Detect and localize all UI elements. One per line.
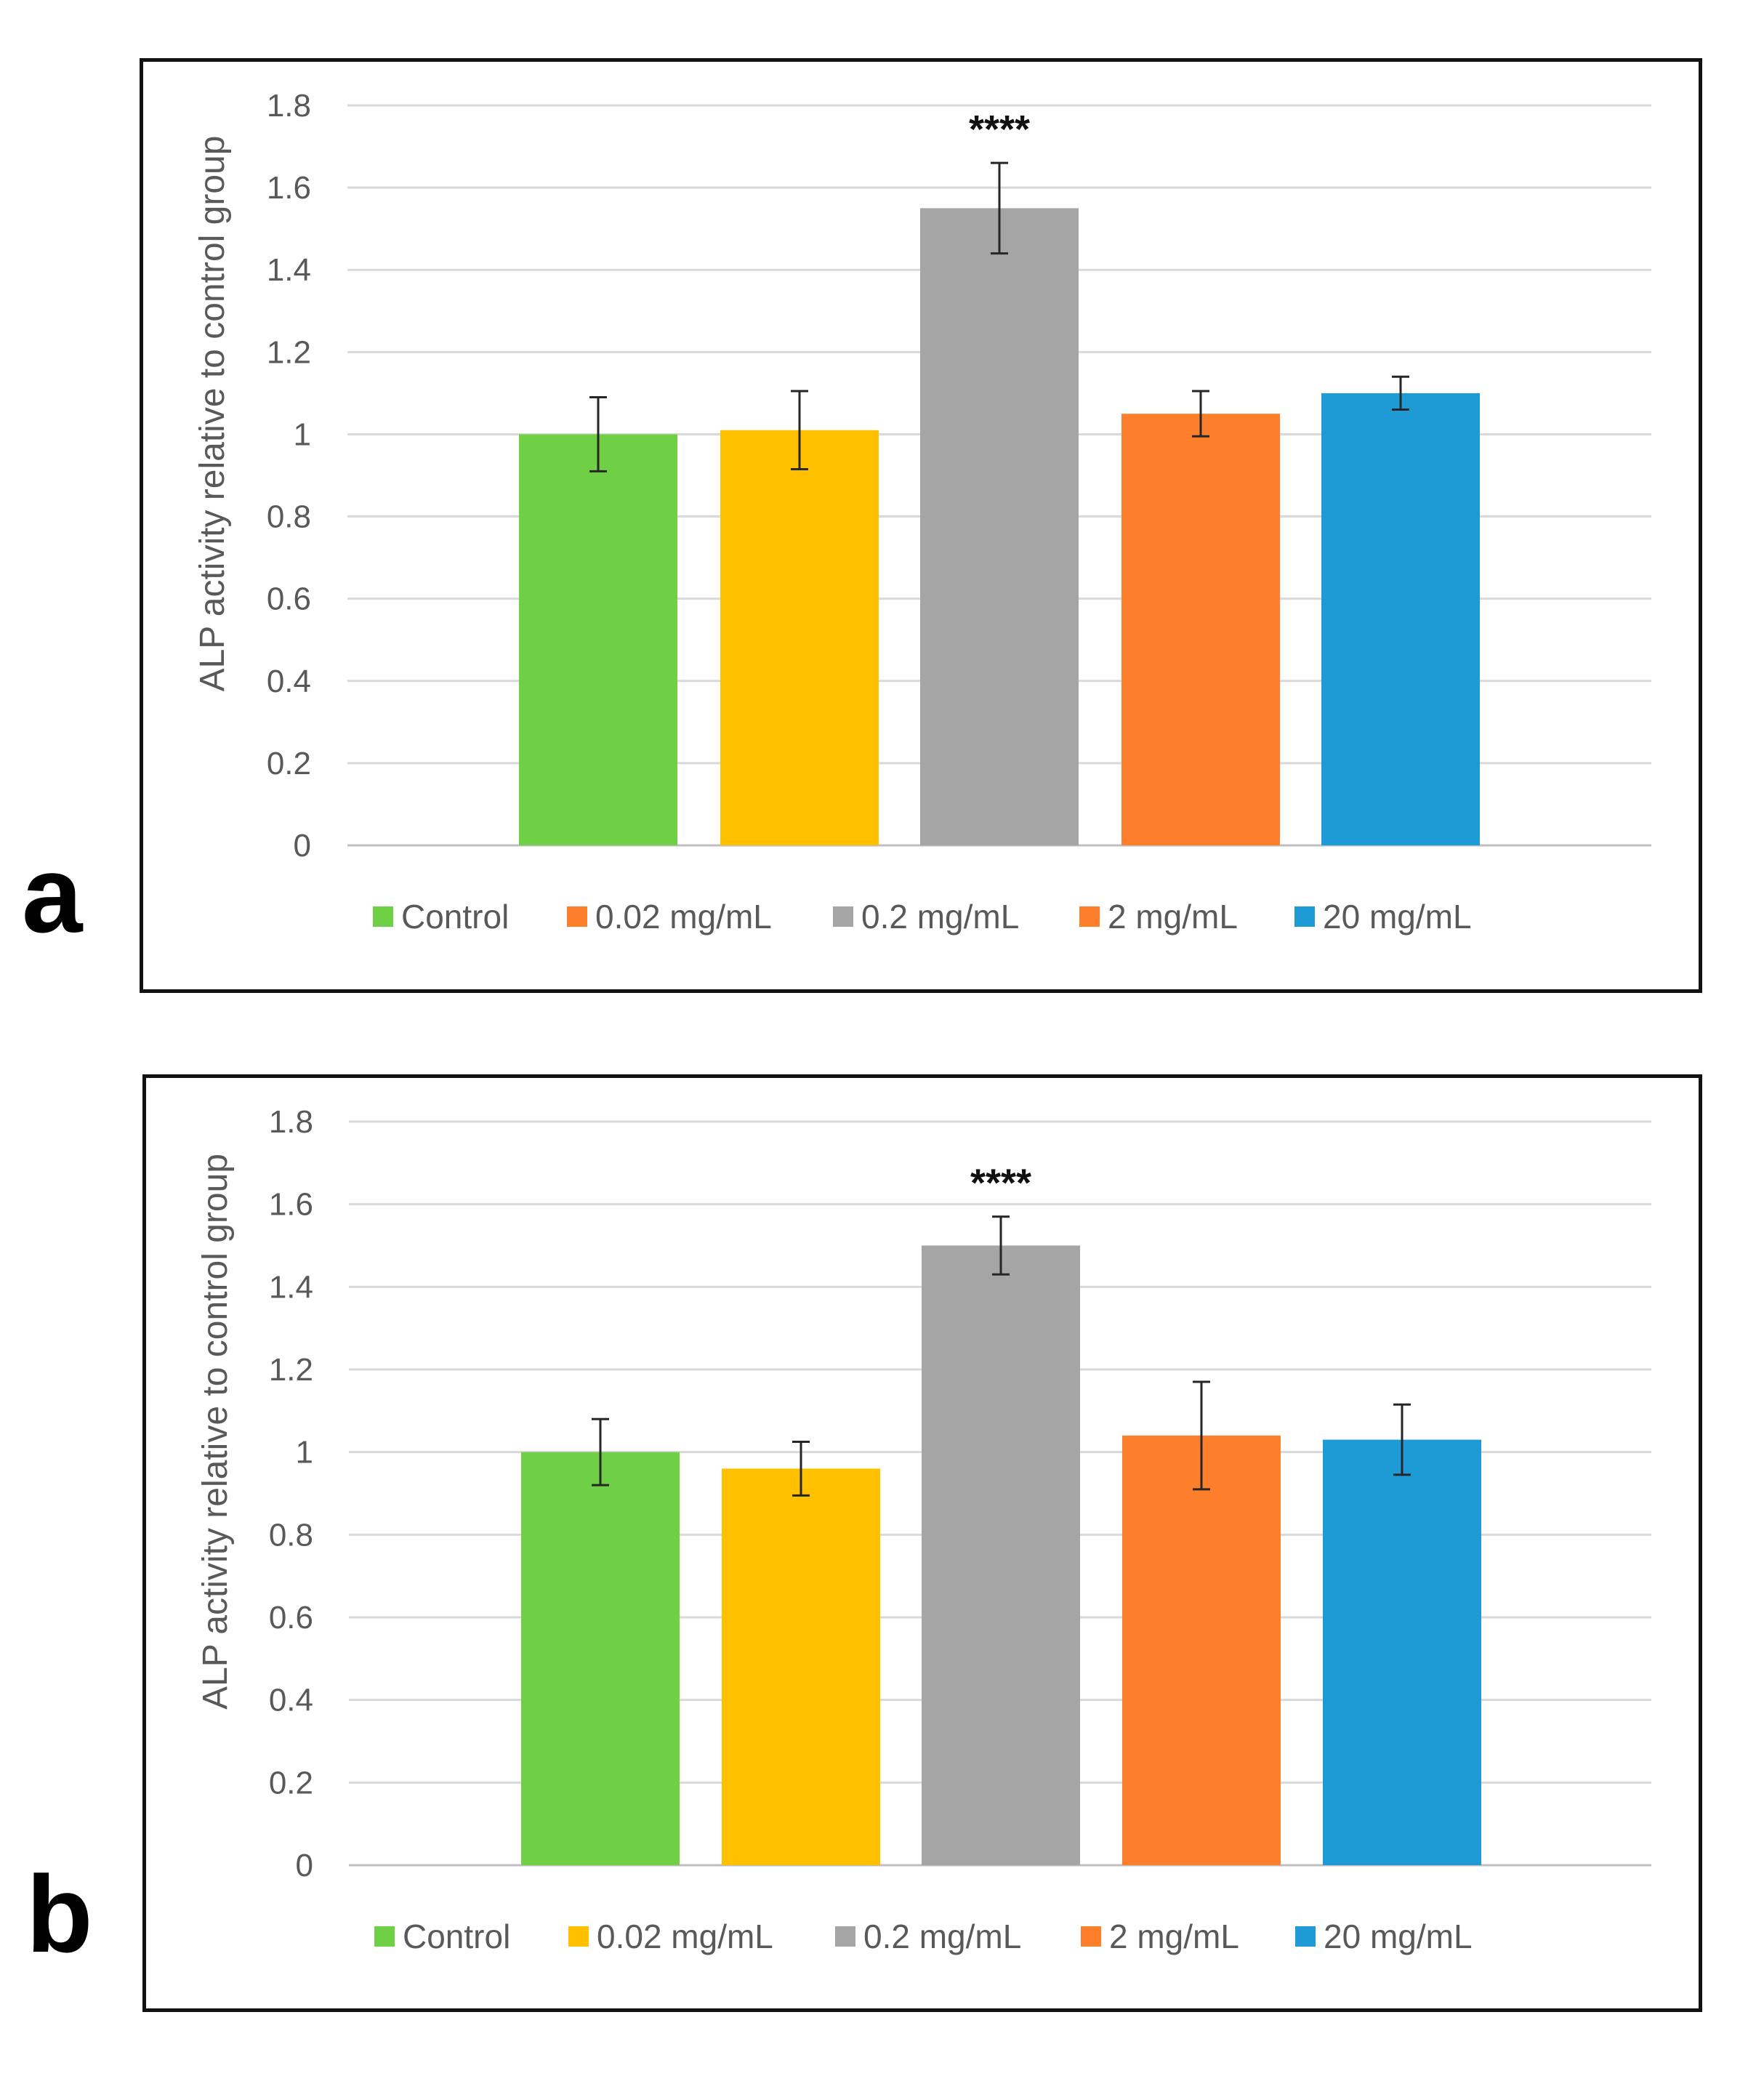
panel-b-y-axis-title: ALP activity relative to control group [196, 1154, 235, 1710]
panel-b-legend-label: Control [403, 1918, 510, 1955]
panel-a-y-tick-label: 1.4 [267, 252, 311, 288]
panel-b-y-tick-label: 0.6 [269, 1600, 313, 1636]
panel-a-legend-swatch [373, 906, 393, 927]
panel-a-legend-label: Control [401, 898, 509, 936]
panel-b-legend-label: 0.02 mg/mL [597, 1918, 773, 1955]
panel-b-legend-swatch [568, 1926, 589, 1947]
panel-b-y-tick-label: 1.2 [269, 1352, 313, 1388]
panel-b-bar [722, 1468, 880, 1865]
panel-b-y-tick-label: 0.8 [269, 1517, 313, 1553]
panel-a-y-tick-label: 0.8 [267, 499, 311, 535]
panel-a-y-tick-label: 0 [294, 828, 311, 864]
panel-a-y-tick-label: 0.2 [267, 746, 311, 781]
panel-a-legend-swatch [833, 906, 853, 927]
panel-b-significance-label: **** [970, 1162, 1031, 1205]
panel-a-y-tick-label: 1 [294, 417, 311, 452]
panel-b-y-tick-label: 0 [296, 1848, 313, 1883]
panel-a-legend-swatch [567, 906, 587, 927]
panel-a-bar [519, 434, 677, 845]
panel-a-y-tick-label: 0.6 [267, 582, 311, 617]
panel-a-legend-label: 2 mg/mL [1108, 898, 1238, 936]
panel-b-legend-label: 2 mg/mL [1109, 1918, 1239, 1955]
panel-a-chart: 0 0.2 0.4 0.6 0.8 1 1.2 1.4 1.6 1.8 ALP activity r… [193, 88, 1651, 936]
panel-b-y-tick-label: 1.8 [269, 1104, 313, 1140]
panel-b-y-tick-label: 1 [296, 1435, 313, 1470]
panel-a-legend-label: 0.2 mg/mL [861, 898, 1019, 936]
panel-a-y-tick-label: 0.4 [267, 664, 311, 699]
panel-a-letter: a [22, 833, 83, 955]
panel-b-y-tick-label: 1.6 [269, 1187, 313, 1223]
panel-a-y-tick-label: 1.2 [267, 334, 311, 370]
panel-a-y-tick-label: 1.8 [267, 88, 311, 124]
panel-a-y-axis-title: ALP activity relative to control group [193, 136, 232, 692]
panel-a-bar [1321, 393, 1480, 845]
panel-b-legend-swatch [1081, 1926, 1101, 1947]
panel-a-significance-label: **** [969, 108, 1030, 151]
panel-b-y-tick-label: 0.2 [269, 1765, 313, 1801]
panel-b-letter: b [26, 1853, 93, 1975]
panel-a-y-tick-label: 1.6 [267, 170, 311, 206]
panel-a-bar [720, 430, 879, 845]
panel-b-bar [521, 1452, 680, 1865]
panel-b-bar [1323, 1439, 1481, 1865]
panel-b-legend-swatch [374, 1926, 395, 1947]
panel-a-legend-swatch [1079, 906, 1100, 927]
panel-b-y-tick-label: 1.4 [269, 1269, 313, 1305]
panel-b-bar [922, 1245, 1080, 1865]
panel-b-bar [1122, 1435, 1281, 1865]
panel-b-legend-label: 0.2 mg/mL [863, 1918, 1021, 1955]
panel-a-legend-label: 0.02 mg/mL [595, 898, 772, 936]
panel-b-y-tick-label: 0.4 [269, 1683, 313, 1718]
panel-b-legend-swatch [1295, 1926, 1316, 1947]
panel-b-legend-swatch [835, 1926, 855, 1947]
panel-a-legend-label: 20 mg/mL [1323, 898, 1472, 936]
panel-b-legend-label: 20 mg/mL [1324, 1918, 1473, 1955]
panel-a-bar [920, 208, 1079, 845]
panel-a-legend-swatch [1294, 906, 1315, 927]
panel-a-bar [1121, 414, 1280, 845]
